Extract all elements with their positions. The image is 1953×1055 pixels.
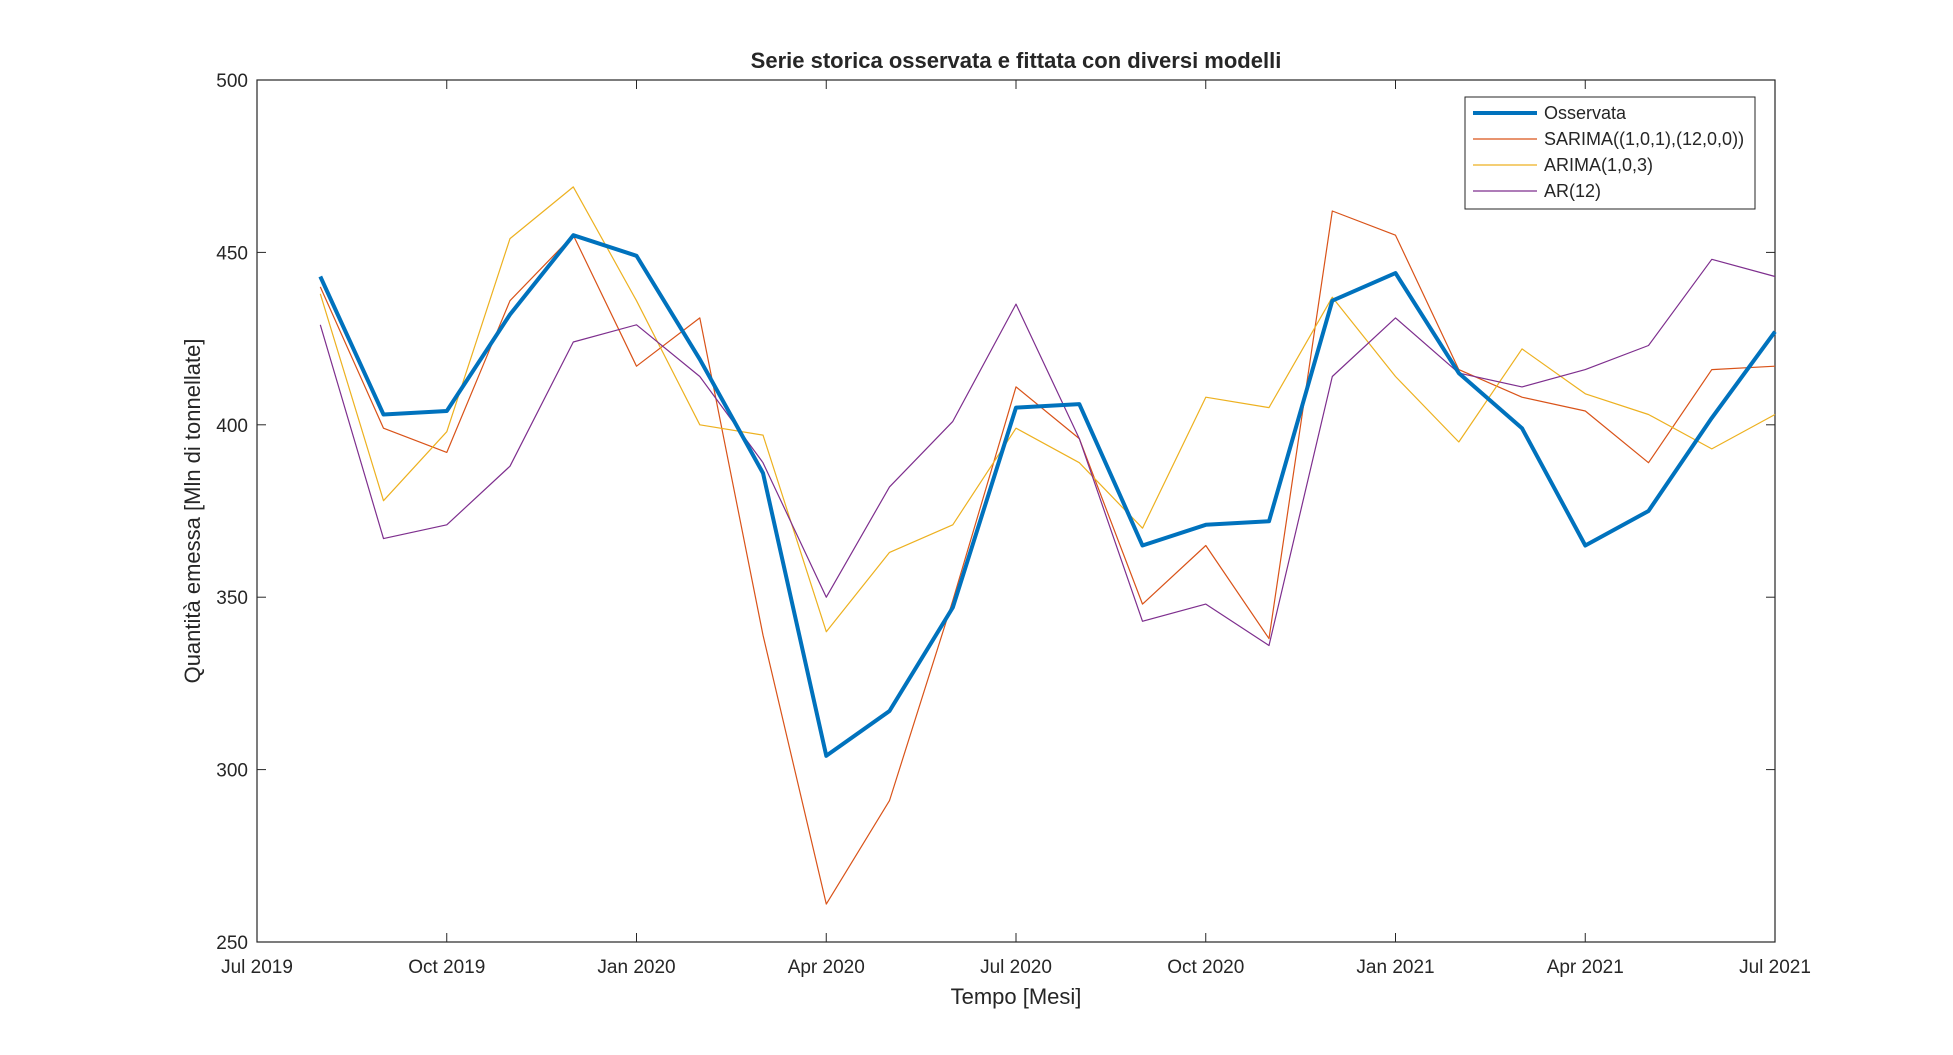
series-line-ar-12 bbox=[319, 258, 1776, 647]
y-tick-label: 450 bbox=[216, 243, 248, 264]
y-tick-label: 400 bbox=[216, 416, 248, 437]
legend-label: ARIMA(1,0,3) bbox=[1544, 155, 1653, 175]
y-axis-label: Quantità emessa [Mln di tonnellate] bbox=[180, 339, 205, 684]
x-tick-label: Jul 2021 bbox=[1739, 957, 1811, 978]
y-tick-label: 350 bbox=[216, 588, 248, 609]
x-tick-label: Apr 2021 bbox=[1547, 957, 1624, 978]
series-line-osservata bbox=[318, 233, 1777, 758]
plot-area bbox=[256, 79, 1776, 943]
series-layer bbox=[318, 186, 1777, 905]
x-tick-label: Oct 2019 bbox=[408, 957, 485, 978]
legend: Osservata SARIMA((1,0,1),(12,0,0)) ARIMA(1… bbox=[1464, 96, 1756, 210]
chart-title: Serie storica osservata e fittata con di… bbox=[751, 48, 1282, 73]
y-tick-label: 500 bbox=[216, 71, 248, 92]
legend-label: AR(12) bbox=[1544, 181, 1601, 201]
x-tick-label: Jan 2021 bbox=[1356, 957, 1434, 978]
legend-box bbox=[1464, 96, 1756, 210]
x-tick-label: Oct 2020 bbox=[1167, 957, 1244, 978]
series-line-arima-1-0-3 bbox=[319, 186, 1776, 633]
legend-label: SARIMA((1,0,1),(12,0,0)) bbox=[1544, 129, 1744, 149]
x-tick-label: Jan 2020 bbox=[597, 957, 675, 978]
x-tick-label: Jul 2019 bbox=[221, 957, 293, 978]
x-tick-label: Jul 2020 bbox=[980, 957, 1052, 978]
axis-ticks: Jul 2019 Oct 2019 Jan 2020 Apr 2020 Jul 2020… bbox=[216, 71, 1811, 978]
y-tick-label: 300 bbox=[216, 761, 248, 782]
legend-label: Osservata bbox=[1544, 103, 1627, 123]
x-axis-label: Tempo [Mesi] bbox=[951, 984, 1082, 1009]
y-tick-label: 250 bbox=[216, 933, 248, 954]
x-tick-label: Apr 2020 bbox=[788, 957, 865, 978]
